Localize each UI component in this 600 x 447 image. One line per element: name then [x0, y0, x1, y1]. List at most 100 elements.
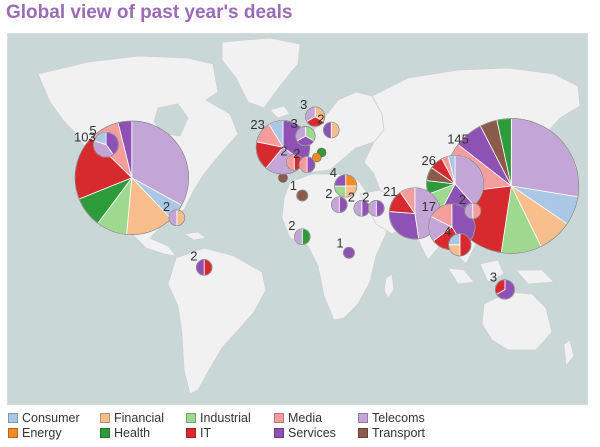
bubble-count-label: 21 — [383, 184, 397, 199]
legend-item-it[interactable]: IT — [186, 426, 211, 440]
deal-bubble[interactable] — [322, 121, 340, 139]
legend-label: Telecoms — [372, 411, 425, 425]
pie-outline — [294, 228, 311, 246]
legend-swatch — [100, 428, 110, 438]
bubble-count-label: 4 — [444, 224, 451, 239]
pie-outline — [295, 126, 316, 147]
bubble-count-label: 3 — [490, 270, 497, 285]
bubble-count-label: 3 — [300, 97, 307, 112]
legend-swatch — [358, 413, 368, 423]
legend-item-energy[interactable]: Energy — [8, 426, 62, 440]
bubble-count-label: 3 — [290, 116, 297, 131]
pie-outline — [331, 196, 348, 214]
bubble-count-label: 23 — [250, 117, 264, 132]
deal-bubble[interactable] — [298, 156, 316, 173]
legend-item-media[interactable]: Media — [274, 411, 322, 425]
pie-outline — [305, 106, 326, 127]
legend-swatch — [186, 413, 196, 423]
marker-energy[interactable] — [311, 152, 322, 163]
legend-label: Industrial — [200, 411, 251, 425]
bubble-count-label: 145 — [447, 132, 469, 147]
pie-outline — [255, 120, 311, 175]
legend-label: Energy — [22, 426, 62, 440]
bubble-count-label: 2 — [459, 192, 466, 207]
deal-bubble[interactable] — [448, 233, 472, 257]
pie-outline — [494, 279, 515, 300]
legend-item-financial[interactable]: Financial — [100, 411, 164, 425]
bubble-count-label: 4 — [330, 165, 337, 180]
legend-swatch — [274, 413, 284, 423]
bubble-count-label: 2 — [325, 186, 332, 201]
deal-bubble[interactable] — [255, 120, 311, 175]
pie-outline — [334, 174, 358, 198]
bubble-count-label: 2 — [288, 218, 295, 233]
deal-bubble[interactable] — [305, 106, 326, 127]
legend-label: Consumer — [22, 411, 80, 425]
landmass-australia — [481, 291, 553, 351]
legend-swatch — [274, 428, 284, 438]
bubble-count-label: 2 — [280, 144, 287, 159]
landmass-sumatra — [447, 267, 475, 285]
landmass-new-guinea — [515, 269, 555, 285]
legend: Consumer Energy Financial Health Industrial I… — [8, 411, 588, 445]
pie-outline — [448, 233, 472, 257]
legend-label: Transport — [372, 426, 426, 440]
legend-item-consumer[interactable]: Consumer — [8, 411, 80, 425]
pie-outline — [322, 121, 340, 139]
legend-swatch — [8, 428, 18, 438]
legend-label: Media — [288, 411, 323, 425]
deal-bubble[interactable] — [426, 155, 484, 213]
deal-bubbles — [74, 106, 580, 300]
bubble-count-label: 17 — [422, 199, 436, 214]
deal-bubble[interactable] — [168, 209, 186, 227]
deal-bubble[interactable] — [93, 131, 119, 158]
pie-outline — [296, 189, 309, 202]
legend-label: IT — [200, 426, 212, 440]
marker-transport[interactable] — [278, 173, 288, 183]
deal-bubble[interactable] — [367, 199, 385, 217]
legend-item-services[interactable]: Services — [274, 426, 336, 440]
deal-bubble[interactable] — [464, 202, 482, 220]
bubble-count-label: 1 — [336, 235, 343, 250]
bubble-count-label: 1 — [290, 178, 297, 193]
deal-bubble[interactable] — [296, 189, 309, 202]
bubble-count-label: 2 — [362, 190, 369, 205]
landmass-borneo — [479, 259, 505, 283]
deal-bubble[interactable] — [331, 196, 348, 214]
landmass-iceland — [269, 105, 291, 119]
pie-outline — [93, 131, 119, 158]
legend-item-telecoms[interactable]: Telecoms — [358, 411, 425, 425]
legend-item-health[interactable]: Health — [100, 426, 150, 440]
deal-bubble[interactable] — [494, 279, 516, 300]
pie-outline — [342, 246, 355, 259]
pie-outline — [74, 120, 189, 235]
legend-label: Financial — [114, 411, 165, 425]
legend-label: Services — [288, 426, 336, 440]
deal-bubble[interactable] — [334, 174, 358, 198]
landmass-caribbean — [182, 231, 207, 241]
pie-outline — [195, 259, 213, 276]
landmass-new-zealand — [563, 339, 575, 368]
bubble-count-label: 2 — [317, 111, 324, 126]
bubble-count-label: 5 — [89, 123, 96, 138]
landmass-greenland — [221, 37, 301, 109]
legend-swatch — [100, 413, 110, 423]
landmass-madagascar — [383, 273, 395, 299]
world-map[interactable]: 145 103 26 23 21 17 5 4 4 3 3 3 2 2 2 2 2 2 2 2 2 2 1 1 — [7, 33, 588, 405]
legend-label: Health — [114, 426, 151, 440]
pie-outline — [367, 200, 385, 217]
legend-swatch — [358, 428, 368, 438]
bubble-count-label: 26 — [421, 153, 435, 168]
landmass-south-america — [167, 247, 267, 395]
deal-bubble[interactable] — [294, 228, 311, 246]
legend-item-transport[interactable]: Transport — [358, 426, 425, 440]
legend-swatch — [186, 428, 196, 438]
deal-bubble[interactable] — [195, 259, 213, 276]
bubble-count-label: 2 — [348, 190, 355, 205]
deal-bubble[interactable] — [342, 246, 355, 259]
pie-outline — [298, 156, 316, 173]
deal-bubble[interactable] — [295, 125, 316, 147]
legend-item-industrial[interactable]: Industrial — [186, 411, 251, 425]
bubble-count-label: 103 — [74, 130, 96, 145]
pie-outline — [168, 209, 186, 227]
